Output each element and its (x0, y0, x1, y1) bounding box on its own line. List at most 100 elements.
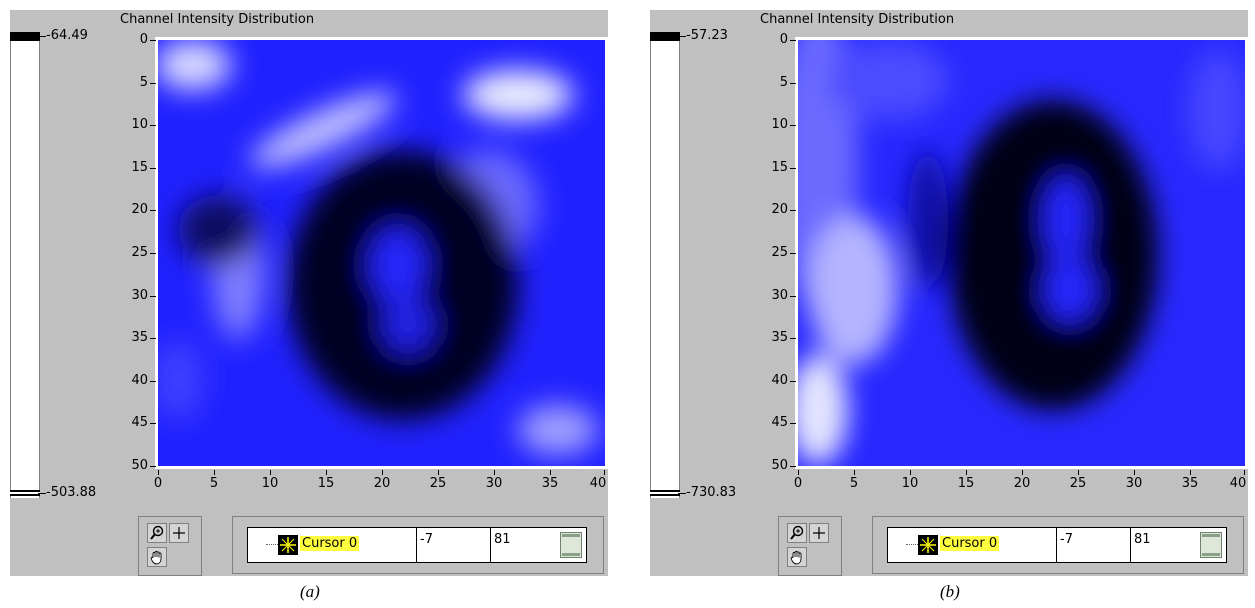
ramp-max-marker[interactable] (650, 32, 680, 41)
pan-button[interactable] (147, 547, 167, 567)
cursor-y-value[interactable]: 81 (494, 532, 511, 547)
y-tick-mark (790, 253, 796, 254)
y-tick-label: 10 (771, 117, 788, 132)
y-tick-label: 45 (771, 415, 788, 430)
x-tick-mark (270, 470, 271, 475)
x-tick-mark (382, 470, 383, 475)
y-tick-label: 35 (771, 330, 788, 345)
graph-title: Channel Intensity Distribution (760, 12, 955, 27)
y-tick-label: 40 (771, 373, 788, 388)
cursor-legend: Cursor 0 -7 81 (872, 516, 1244, 574)
intensity-map (158, 40, 605, 466)
intensity-graph[interactable] (795, 37, 1248, 469)
intensity-panel-b: Channel Intensity Distribution -57.23 -7… (650, 10, 1248, 576)
x-tick-mark (1022, 470, 1023, 475)
ramp-max-marker[interactable] (10, 32, 40, 41)
y-tick-label: 50 (771, 458, 788, 473)
cursor-line-style (906, 544, 918, 545)
x-tick-mark (1078, 470, 1079, 475)
graph-palette (778, 516, 842, 576)
x-tick-label: 30 (485, 476, 503, 491)
x-tick-label: 35 (541, 476, 559, 491)
cursor-move-button[interactable] (169, 523, 189, 543)
cursor-name-cell[interactable]: Cursor 0 (248, 528, 417, 562)
y-tick-label: 5 (779, 75, 788, 90)
zoom-button[interactable] (787, 523, 807, 543)
x-tick-mark (494, 470, 495, 475)
cursor-name[interactable]: Cursor 0 (940, 536, 1000, 551)
y-tick-label: 5 (139, 75, 148, 90)
x-tick-mark (1190, 470, 1191, 475)
plot-area[interactable] (158, 40, 605, 466)
zoom-icon (150, 525, 164, 540)
x-tick-mark (910, 470, 911, 475)
caption-b: (b) (940, 582, 960, 601)
cursor-name[interactable]: Cursor 0 (300, 536, 360, 551)
x-tick-label: 40 (1229, 476, 1247, 491)
y-tick-label: 25 (771, 245, 788, 260)
ramp-tick (38, 36, 46, 37)
cursor-y-cell[interactable]: 81 (1130, 528, 1226, 562)
y-tick-label: 15 (131, 160, 148, 175)
y-tick-label: 35 (131, 330, 148, 345)
cursor-style-swatch[interactable] (918, 535, 938, 555)
x-tick-label: 5 (209, 476, 219, 491)
y-tick-mark (150, 338, 156, 339)
cursor-y-value[interactable]: 81 (1134, 532, 1151, 547)
cursor-name-cell[interactable]: Cursor 0 (888, 528, 1057, 562)
cursor-crosshair-icon (280, 537, 296, 553)
x-tick-label: 0 (153, 476, 163, 491)
y-tick-mark (790, 83, 796, 84)
pan-button[interactable] (787, 547, 807, 567)
y-tick-mark (790, 40, 796, 41)
ramp-min-label[interactable]: -730.83 (686, 485, 737, 500)
graph-palette (138, 516, 202, 576)
plot-area[interactable] (798, 40, 1245, 466)
ramp-min-marker[interactable] (650, 490, 680, 496)
x-tick-label: 10 (901, 476, 919, 491)
cursor-move-button[interactable] (809, 523, 829, 543)
cursor-scrollbar[interactable] (1200, 532, 1222, 558)
cursor-x-value[interactable]: -7 (420, 532, 433, 547)
cursor-x-value[interactable]: -7 (1060, 532, 1073, 547)
y-tick-mark (790, 423, 796, 424)
x-tick-mark (854, 470, 855, 475)
cursor-line-style (266, 544, 278, 545)
y-tick-mark (790, 210, 796, 211)
crosshair-icon (173, 527, 185, 539)
ramp-min-marker[interactable] (10, 490, 40, 496)
cursor-crosshair-icon (920, 537, 936, 553)
zoom-button[interactable] (147, 523, 167, 543)
crosshair-icon (813, 527, 825, 539)
ramp-max-label[interactable]: -64.49 (46, 28, 88, 43)
color-ramp (650, 32, 680, 498)
zoom-icon (790, 525, 804, 540)
cursor-style-swatch[interactable] (278, 535, 298, 555)
cursor-row[interactable]: Cursor 0 -7 81 (887, 527, 1227, 563)
x-tick-label: 35 (1181, 476, 1199, 491)
ramp-max-label[interactable]: -57.23 (686, 28, 728, 43)
y-tick-mark (150, 83, 156, 84)
cursor-scrollbar[interactable] (560, 532, 582, 558)
x-tick-mark (214, 470, 215, 475)
ramp-min-label[interactable]: -503.88 (46, 485, 97, 500)
intensity-panel-a: Channel Intensity Distribution -64.49 -5… (10, 10, 608, 576)
intensity-graph[interactable] (155, 37, 608, 469)
y-tick-label: 25 (131, 245, 148, 260)
hand-pan-icon (790, 551, 802, 565)
y-tick-mark (150, 381, 156, 382)
cursor-x-cell[interactable]: -7 (416, 528, 491, 562)
y-tick-label: 45 (131, 415, 148, 430)
x-tick-label: 40 (589, 476, 607, 491)
cursor-row[interactable]: Cursor 0 -7 81 (247, 527, 587, 563)
y-tick-label: 50 (131, 458, 148, 473)
cursor-x-cell[interactable]: -7 (1056, 528, 1131, 562)
cursor-y-cell[interactable]: 81 (490, 528, 586, 562)
x-tick-mark (604, 470, 605, 475)
x-tick-mark (966, 470, 967, 475)
y-tick-label: 40 (131, 373, 148, 388)
ramp-tick (38, 493, 46, 494)
x-tick-mark (798, 470, 799, 475)
x-tick-mark (326, 470, 327, 475)
y-tick-mark (150, 168, 156, 169)
